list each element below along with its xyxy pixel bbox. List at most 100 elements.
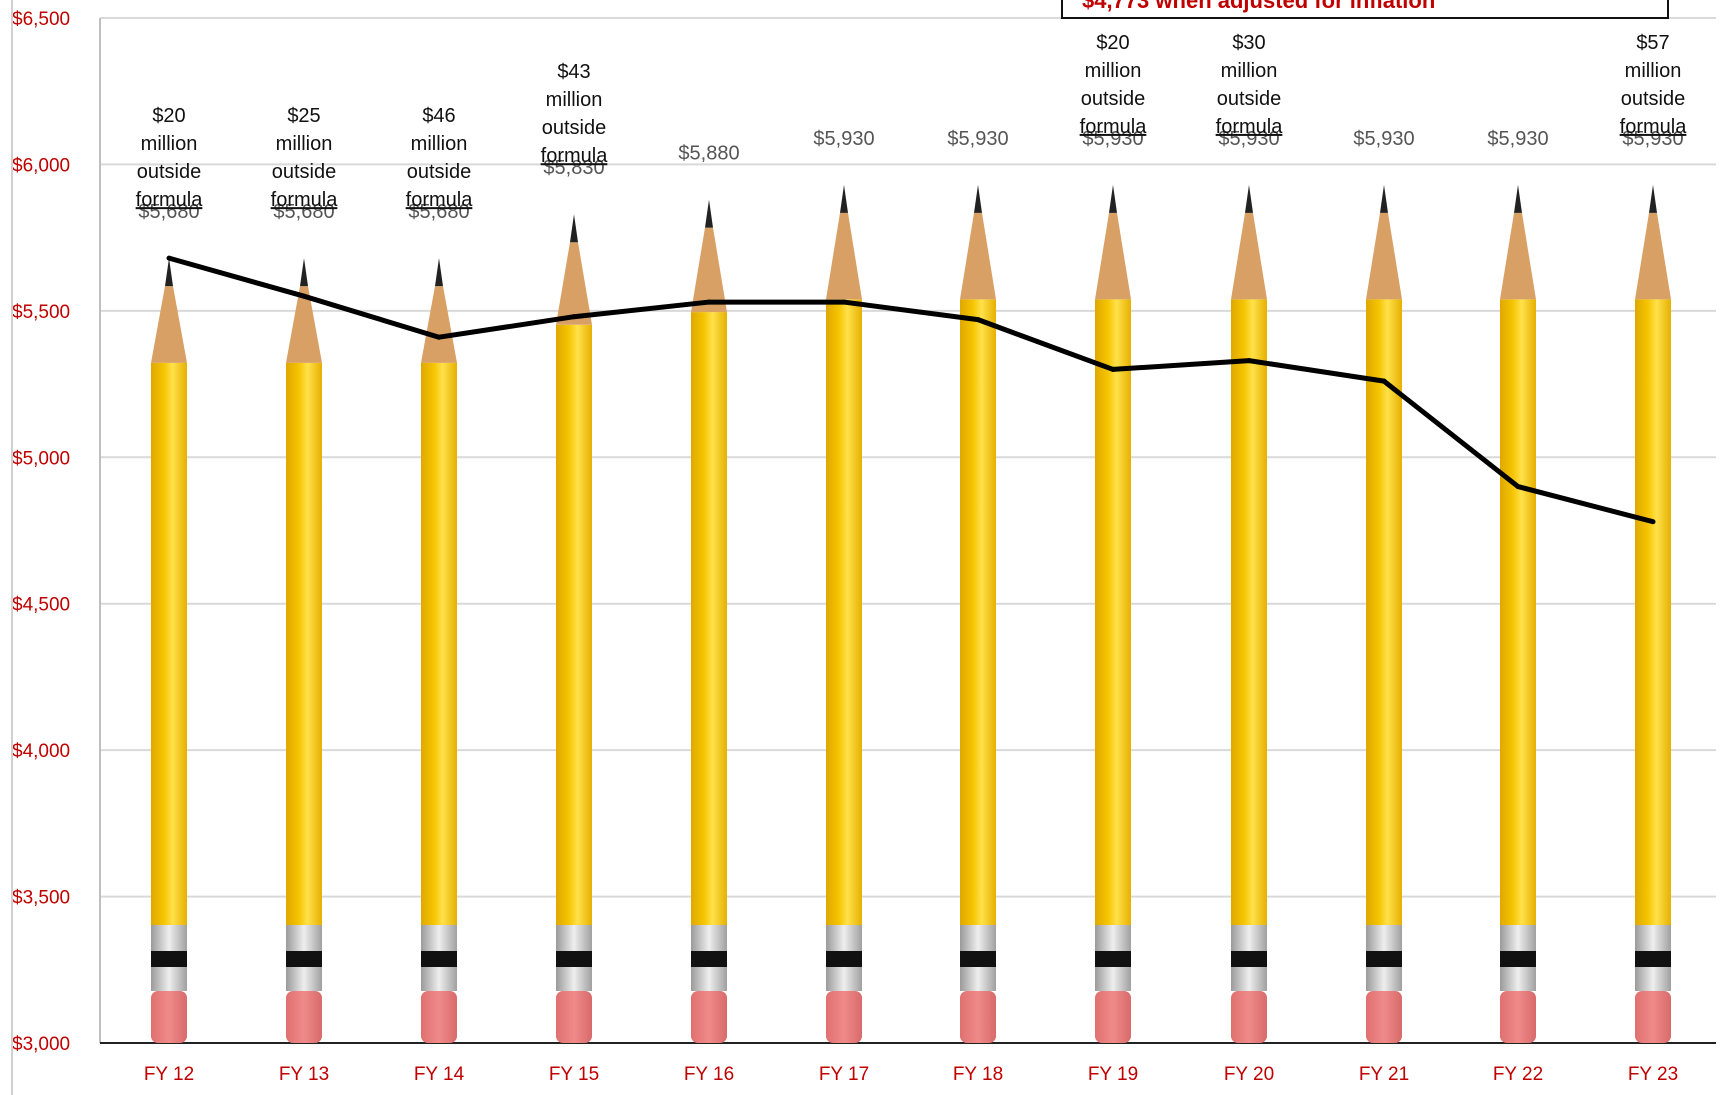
pencil-ferrule-band: [826, 951, 862, 967]
pencil-ferrule-band: [1231, 951, 1267, 967]
pencil-eraser: [286, 991, 322, 1043]
outside-formula-note: $20 million outside formula: [136, 105, 204, 211]
pencil-wood-cone: [826, 212, 862, 300]
x-tick-label: FY 20: [1224, 1064, 1274, 1085]
pencil-lead-tip: [1245, 184, 1253, 213]
pencil-body: [691, 312, 727, 925]
pencil-bar: [960, 184, 996, 1043]
y-tick-label: $4,000: [12, 741, 70, 762]
note-line: outside: [272, 161, 337, 183]
pencil-bar: [1635, 184, 1671, 1043]
inflation-note-frame: [1061, 0, 1669, 19]
value-label: $5,880: [678, 143, 739, 165]
note-underlined-word: formula: [136, 189, 204, 211]
y-tick-label: $3,000: [12, 1034, 70, 1055]
pencil-lead-tip: [840, 184, 848, 213]
pencil-eraser: [556, 991, 592, 1043]
outside-formula-note: $20 million outside formula: [1080, 32, 1148, 138]
pencil-bar: [1095, 184, 1131, 1043]
pencil-lead-tip: [705, 199, 713, 228]
x-tick-label: FY 17: [819, 1064, 869, 1085]
pencil-body: [151, 362, 187, 925]
note-line: million: [276, 133, 333, 155]
pencil-body: [286, 362, 322, 925]
trend-line-point: [166, 255, 172, 261]
y-tick-label: $3,500: [12, 888, 70, 909]
pencil-lead-tip: [165, 258, 173, 287]
pencil-wood-cone: [1366, 212, 1402, 300]
x-tick-label: FY 12: [144, 1064, 194, 1085]
pencil-bar: [286, 258, 322, 1043]
note-line: $30: [1232, 32, 1265, 54]
inflation-note-box: $4,773 when adjusted for inflation: [1061, 0, 1669, 19]
note-line: outside: [1621, 88, 1686, 110]
y-tick-label: $6,000: [12, 155, 70, 176]
note-line: outside: [137, 161, 202, 183]
pencil-bar: [421, 258, 457, 1043]
outside-formula-note: $30 million outside formula: [1216, 32, 1284, 138]
gridlines: [100, 17, 1716, 898]
x-tick-label: FY 16: [684, 1064, 734, 1085]
x-tick-label: FY 21: [1359, 1064, 1409, 1085]
pencil-lead-tip: [1380, 184, 1388, 213]
note-line: million: [1221, 60, 1278, 82]
pencil-body: [421, 362, 457, 925]
x-tick-label: FY 15: [549, 1064, 599, 1085]
outside-formula-notes: $20 million outside formula $25 million outsid…: [136, 32, 1688, 211]
pencil-body: [1231, 299, 1267, 925]
trend-line: [168, 255, 1654, 525]
pencil-bar: [1366, 184, 1402, 1043]
trend-line-point: [1381, 378, 1387, 384]
pencil-body: [1500, 299, 1536, 925]
pencil-wood-cone: [1095, 212, 1131, 300]
note-line: outside: [1217, 88, 1282, 110]
pencil-ferrule-band: [1635, 951, 1671, 967]
pencil-eraser: [691, 991, 727, 1043]
value-label: $5,680: [273, 201, 334, 223]
trend-line-point: [1515, 484, 1521, 490]
pencil-ferrule-band: [691, 951, 727, 967]
pencil-body: [1366, 299, 1402, 925]
note-line: million: [411, 133, 468, 155]
note-line: $20: [1096, 32, 1129, 54]
x-tick-label: FY 18: [953, 1064, 1003, 1085]
pencil-eraser: [151, 991, 187, 1043]
pencil-ferrule-band: [1500, 951, 1536, 967]
trend-line-point: [301, 293, 307, 299]
pencil-wood-cone: [151, 286, 187, 363]
trend-line-point: [1246, 358, 1252, 364]
value-label: $5,930: [1487, 128, 1548, 150]
value-label: $5,930: [1353, 128, 1414, 150]
pencil-lead-tip: [1109, 184, 1117, 213]
x-tick-label: FY 23: [1628, 1064, 1678, 1085]
note-underlined-word: formula: [1080, 116, 1148, 138]
pencil-eraser: [1366, 991, 1402, 1043]
pencil-body: [1095, 299, 1131, 925]
x-tick-label: FY 22: [1493, 1064, 1543, 1085]
pencil-body: [1635, 299, 1671, 925]
pencil-eraser: [960, 991, 996, 1043]
pencil-bar: [691, 199, 727, 1043]
pencil-lead-tip: [570, 214, 578, 243]
outside-formula-note: $43 million outside formula: [541, 61, 609, 167]
pencil-ferrule-band: [151, 951, 187, 967]
pencil-bar: [151, 258, 187, 1043]
value-label: $5,930: [1218, 128, 1279, 150]
pencil-ferrule-band: [1366, 951, 1402, 967]
pencil-ferrule-band: [421, 951, 457, 967]
pencil-ferrule-band: [556, 951, 592, 967]
y-tick-label: $5,500: [12, 302, 70, 323]
pencil-ferrule-band: [960, 951, 996, 967]
trend-line-series: [166, 255, 1656, 525]
pencil-lead-tip: [300, 258, 308, 287]
trend-line-point: [436, 334, 442, 340]
outside-formula-note: $46 million outside formula: [406, 105, 474, 211]
note-line: outside: [542, 117, 607, 139]
trend-line-point: [1110, 366, 1116, 372]
trend-line-point: [706, 299, 712, 305]
pencil-eraser: [1095, 991, 1131, 1043]
x-tick-label: FY 14: [414, 1064, 465, 1085]
value-label: $5,830: [543, 157, 604, 179]
pencil-wood-cone: [960, 212, 996, 300]
